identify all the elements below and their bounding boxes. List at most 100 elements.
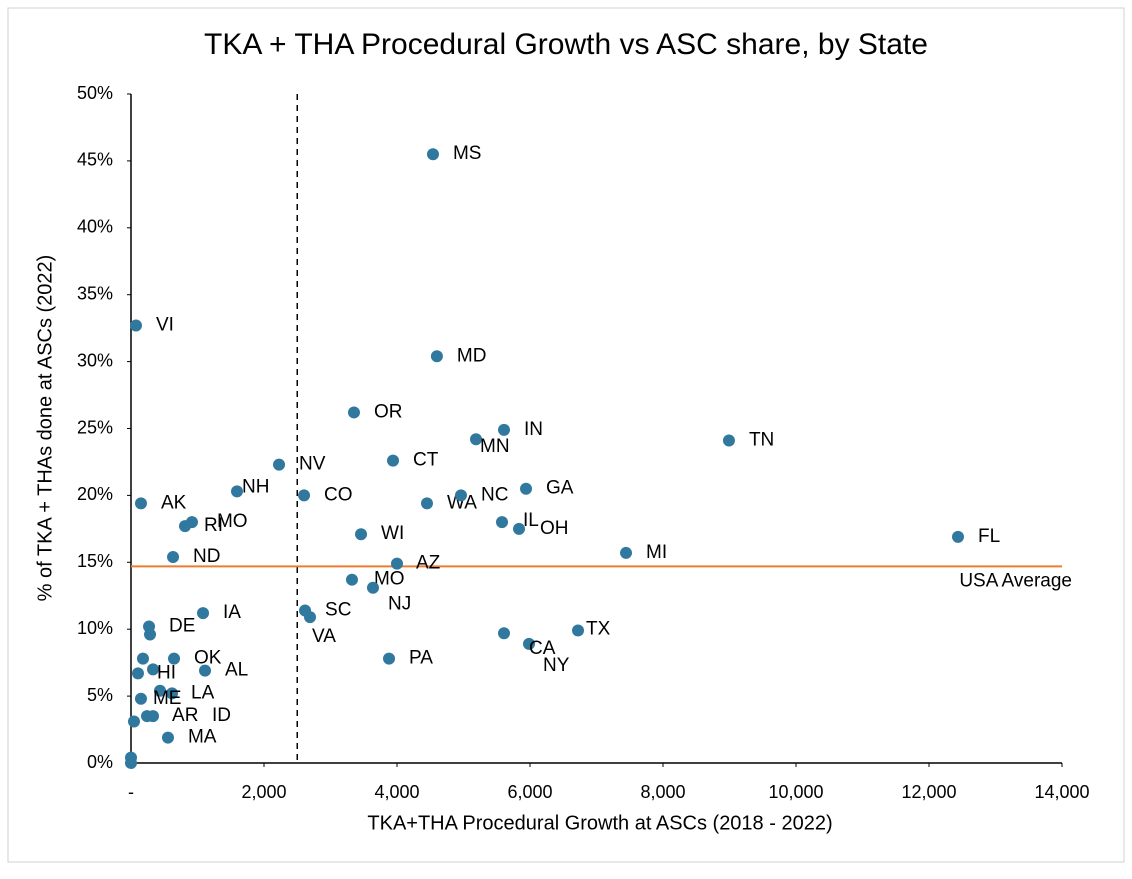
point [166, 687, 179, 700]
point-label: TX [586, 619, 611, 640]
point-label: NH [242, 476, 269, 497]
point [167, 550, 180, 563]
point-label: AZ [416, 553, 441, 574]
y-tick-label: 50% [77, 83, 113, 103]
point-label: NV [299, 454, 326, 475]
point-label: MD [457, 345, 487, 366]
y-tick-label: 0% [87, 752, 113, 772]
point-label: IA [223, 602, 241, 623]
point-label: SC [325, 599, 351, 620]
point-label: WA [447, 492, 477, 513]
point [497, 627, 510, 640]
point [420, 497, 433, 510]
point [496, 516, 509, 529]
point [620, 546, 633, 559]
y-tick-label: 45% [77, 150, 113, 170]
point [572, 624, 585, 637]
point-label: AL [225, 660, 248, 681]
point [127, 715, 140, 728]
point [147, 710, 160, 723]
point [131, 667, 144, 680]
point [197, 607, 210, 620]
point-label: MN [480, 436, 510, 457]
point-label: ND [193, 546, 220, 567]
x-tick-label: - [128, 782, 134, 802]
point [185, 516, 198, 529]
point-label: RI [204, 515, 223, 536]
point-label: CO [324, 484, 353, 505]
point [168, 652, 181, 665]
y-tick-label: 10% [77, 618, 113, 638]
point-label: FL [978, 526, 1000, 547]
point [153, 684, 166, 697]
point-label: AR [172, 705, 198, 726]
point [147, 663, 160, 676]
point-label: DE [169, 616, 195, 637]
point-label: LA [191, 682, 215, 703]
y-axis-label: % of TKA + THAs done at ASCs (2022) [34, 255, 56, 602]
point-label: IN [524, 419, 543, 440]
point-label: MO [374, 569, 405, 590]
point [513, 522, 526, 535]
point-label: CT [413, 450, 439, 471]
y-tick-label: 40% [77, 217, 113, 237]
y-tick-label: 25% [77, 417, 113, 437]
y-tick-label: 5% [87, 685, 113, 705]
point-label: VA [312, 626, 336, 647]
point [136, 652, 149, 665]
point-label: OH [540, 518, 569, 539]
point [231, 485, 244, 498]
point [345, 573, 358, 586]
point-label: IL [523, 510, 539, 531]
point-label: OK [194, 648, 222, 669]
point [134, 497, 147, 510]
point [520, 482, 533, 495]
point [454, 489, 467, 502]
point-label: CA [529, 638, 556, 659]
point [426, 148, 439, 161]
x-tick-label: 6,000 [507, 782, 552, 802]
point [951, 530, 964, 543]
point [161, 731, 174, 744]
chart-title: TKA + THA Procedural Growth vs ASC share… [204, 28, 928, 61]
point-label: GA [546, 478, 574, 499]
point-label: WI [381, 523, 404, 544]
y-tick-label: 30% [77, 350, 113, 370]
chart-border [7, 7, 1125, 863]
point [134, 692, 147, 705]
point-label: PA [409, 648, 433, 669]
point-label: MA [188, 727, 217, 748]
point [304, 611, 317, 624]
x-tick-label: 8,000 [640, 782, 685, 802]
x-tick-label: 12,000 [901, 782, 956, 802]
y-tick-label: 20% [77, 484, 113, 504]
point-label: NC [481, 484, 508, 505]
point-label: HI [157, 662, 176, 683]
y-tick-label: 35% [77, 283, 113, 303]
point-label: TN [749, 430, 774, 451]
point-label: OR [374, 401, 403, 422]
point-label: AK [161, 492, 187, 513]
point-label: NY [543, 655, 570, 676]
point-label: VI [156, 314, 174, 335]
x-tick-label: 2,000 [241, 782, 286, 802]
point [523, 637, 536, 650]
point-label: NJ [388, 594, 411, 615]
point [722, 434, 735, 447]
x-axis-label: TKA+THA Procedural Growth at ASCs (2018 … [367, 812, 832, 834]
x-tick-label: 10,000 [768, 782, 823, 802]
point-label: ID [212, 705, 231, 726]
point-label: MI [646, 542, 667, 563]
x-tick-label: 14,000 [1034, 782, 1089, 802]
point [129, 319, 142, 332]
point [144, 628, 157, 641]
point-label: MO [217, 511, 248, 532]
x-tick-label: 4,000 [374, 782, 419, 802]
point [355, 528, 368, 541]
point-label: MS [453, 143, 482, 164]
point [383, 652, 396, 665]
point [391, 557, 403, 570]
point [430, 350, 443, 363]
point [470, 433, 483, 446]
